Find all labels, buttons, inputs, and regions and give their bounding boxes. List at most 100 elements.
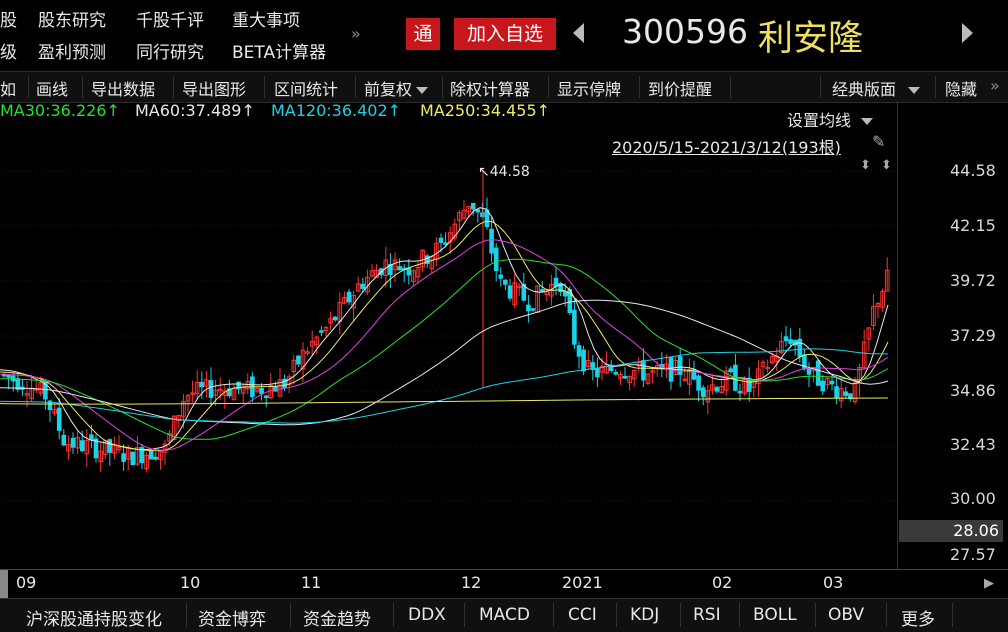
scroll-handle[interactable] (0, 570, 8, 598)
tab-boll[interactable]: BOLL (753, 605, 797, 625)
candle-body (871, 306, 876, 326)
candle-body (84, 440, 90, 455)
link-major-events[interactable]: 重大事项 (232, 11, 300, 31)
candle-body (319, 330, 324, 333)
link-shareholder-research[interactable]: 股东研究 (38, 11, 106, 31)
candle-body (866, 327, 872, 340)
menu-classic-layout[interactable]: 经典版面 (832, 76, 921, 100)
menu-export-data[interactable]: 导出数据 (91, 80, 156, 99)
price-axis (897, 101, 1008, 569)
arrow-down-icon[interactable]: ⬍ (860, 158, 871, 173)
candle-body (553, 277, 559, 287)
top-bar: 股 股东研究 千股千评 重大事项 级 盈利预测 同行研究 BETA计算器 » 通… (0, 0, 1008, 70)
candle-body (705, 390, 711, 403)
candle-body (6, 374, 11, 378)
pin-icon[interactable]: ✎ (872, 132, 886, 151)
candle-body (305, 351, 310, 354)
candle-body (70, 437, 76, 448)
candle-body (360, 283, 366, 289)
scroll-right-icon[interactable]: ▶ (984, 576, 994, 591)
candle-body (411, 270, 416, 283)
candle-body (332, 316, 338, 321)
tab-ddx[interactable]: DDX (408, 605, 446, 625)
link-stock-reviews[interactable]: 千股千评 (136, 11, 204, 31)
add-to-watchlist-button[interactable]: 加入自选 (454, 18, 556, 50)
candle-body (309, 340, 315, 347)
link-peer-research[interactable]: 同行研究 (136, 43, 204, 63)
link-profit-forecast[interactable]: 盈利预测 (38, 43, 106, 63)
candle-body (498, 274, 504, 279)
candle-body (457, 212, 462, 221)
menu-overlay[interactable]: 如 (0, 80, 17, 99)
menu-ex-rights-calculator[interactable]: 除权计算器 (450, 80, 531, 99)
candle-body (79, 440, 85, 452)
candle-body (608, 364, 614, 372)
candle-body (107, 439, 113, 453)
candle-body (631, 369, 637, 380)
menu-forward-adjust-label: 前复权 (364, 80, 413, 99)
tab-hk-connect-holdings[interactable]: 沪深股通持股变化 (26, 610, 162, 630)
candle-body (162, 443, 168, 453)
prev-stock-icon[interactable] (573, 23, 584, 43)
date-range[interactable]: 2020/5/15-2021/3/12(193根) (612, 138, 841, 157)
candle-body (217, 388, 223, 392)
candle-body (296, 355, 301, 365)
menu-price-alert[interactable]: 到价提醒 (648, 80, 713, 99)
candle-body (185, 395, 191, 402)
candle-body (696, 375, 701, 391)
tab-kdj[interactable]: KDJ (630, 605, 660, 625)
tab-rsi[interactable]: RSI (693, 605, 721, 625)
candle-body (572, 309, 577, 345)
candle-body (558, 282, 563, 293)
candle-body (259, 387, 264, 395)
price-tick: 39.72 (950, 271, 996, 290)
tab-cci[interactable]: CCI (568, 605, 597, 625)
candle-body (636, 361, 642, 367)
candle-body (420, 249, 425, 268)
candle-body (756, 368, 761, 385)
candle-body (806, 368, 812, 375)
link-rating[interactable]: 级 (0, 43, 17, 63)
candle-body (650, 370, 655, 373)
candle-body (746, 377, 752, 392)
candle-body (130, 451, 136, 466)
tab-macd[interactable]: MACD (479, 605, 530, 625)
tab-more[interactable]: 更多 (901, 610, 935, 630)
tab-obv[interactable]: OBV (828, 605, 865, 625)
candle-body (121, 453, 126, 462)
candle-body (783, 336, 789, 342)
menu-forward-adjust[interactable]: 前复权 (364, 76, 429, 100)
menu-more-icon[interactable]: » (990, 76, 1000, 95)
candle-body (475, 209, 481, 213)
menu-hide[interactable]: 隐藏 (945, 80, 978, 99)
stock-code: 300596 (622, 12, 748, 51)
candle-body (641, 360, 646, 381)
candle-body (190, 392, 195, 395)
candle-body (714, 387, 720, 392)
candle-body (176, 414, 182, 421)
candle-body (245, 380, 251, 390)
tab-fund-game[interactable]: 资金博弈 (198, 610, 266, 630)
candle-body (300, 349, 306, 370)
candlestick-chart[interactable]: ↖44.58 (0, 123, 897, 569)
link-beta-calculator[interactable]: BETA计算器 (232, 43, 327, 63)
ma-settings-button[interactable]: 设置均线 (787, 107, 874, 131)
candle-body (466, 206, 471, 213)
price-tick: 34.86 (950, 381, 996, 400)
arrow-down-icon[interactable]: ⬍ (881, 158, 892, 173)
candle-body (139, 447, 145, 464)
link-stock[interactable]: 股 (0, 11, 17, 31)
tab-fund-trend[interactable]: 资金趋势 (303, 610, 371, 630)
candle-body (204, 379, 209, 387)
x-tick: 2021 (562, 573, 603, 592)
candle-body (240, 385, 246, 394)
menu-show-suspension[interactable]: 显示停牌 (557, 80, 622, 99)
next-stock-icon[interactable] (962, 23, 973, 43)
more-links-icon[interactable]: » (351, 24, 361, 43)
candle-body (797, 338, 803, 358)
menu-range-stats[interactable]: 区间统计 (274, 80, 339, 99)
candle-body (618, 373, 623, 379)
menu-draw-line[interactable]: 画线 (36, 80, 69, 99)
ma-curve (0, 239, 889, 451)
menu-export-image[interactable]: 导出图形 (182, 80, 247, 99)
